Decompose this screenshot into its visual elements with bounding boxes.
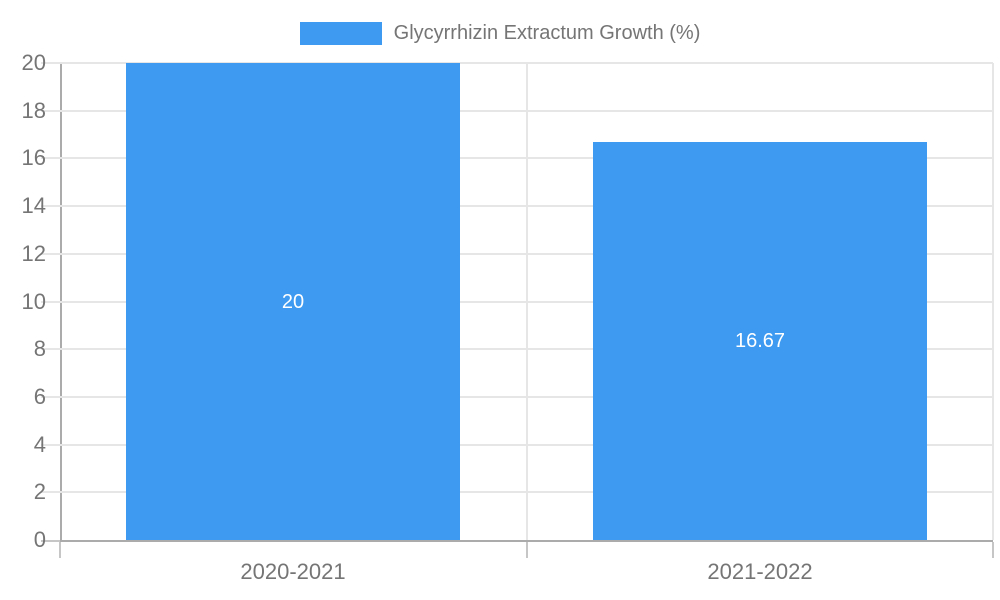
x-category-label: 2021-2022	[707, 559, 813, 584]
y-tick-label: 4	[33, 431, 46, 457]
bar-value-label: 20	[281, 291, 305, 313]
plot-area	[60, 63, 993, 542]
y-gridline	[41, 157, 993, 160]
y-gridline	[41, 205, 993, 208]
x-axis-tick	[992, 542, 994, 558]
x-axis-tick	[525, 542, 528, 558]
y-tick-label: 8	[33, 336, 46, 362]
y-gridline	[41, 443, 993, 446]
y-tick-label: 18	[21, 97, 46, 123]
y-tick-label: 6	[33, 383, 46, 409]
x-gridline	[992, 63, 994, 540]
y-gridline	[41, 348, 993, 351]
y-gridline	[41, 252, 993, 255]
legend-swatch-icon	[299, 21, 382, 45]
y-gridline	[41, 109, 993, 112]
y-tick-label: 14	[21, 193, 46, 219]
bar[interactable]	[126, 63, 460, 540]
x-gridline	[525, 63, 528, 540]
y-gridline	[41, 62, 993, 64]
y-tick-label: 16	[21, 145, 46, 171]
x-axis-tick	[59, 542, 61, 558]
x-category-label: 2020-2021	[240, 559, 346, 584]
chart-legend[interactable]: Glycyrrhizin Extractum Growth (%)	[0, 19, 1000, 47]
legend-label: Glycyrrhizin Extractum Growth (%)	[393, 21, 701, 44]
y-tick-label: 0	[33, 527, 46, 552]
y-gridline	[41, 395, 993, 398]
y-tick-label: 12	[21, 240, 46, 266]
y-tick-label: 10	[21, 288, 46, 314]
y-tick-label: 2	[33, 479, 46, 505]
y-gridline	[41, 491, 993, 494]
bar[interactable]	[593, 142, 927, 540]
bar-value-label: 16.67	[734, 330, 786, 352]
y-tick-label: 20	[21, 50, 46, 75]
y-zero-tick	[41, 540, 60, 542]
y-gridline	[41, 300, 993, 303]
